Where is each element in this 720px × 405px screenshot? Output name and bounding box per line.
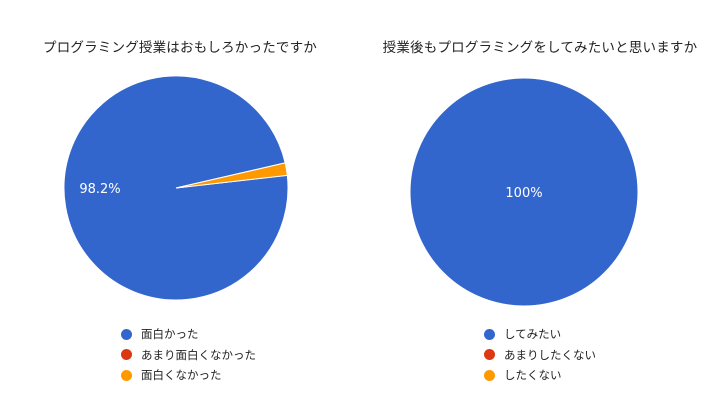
legend-label: 面白くなかった (141, 368, 222, 383)
chart-panel-left: プログラミング授業はおもしろかったですか 98.2% 面白かった あまり面白くな… (43, 40, 317, 386)
legend-marker (121, 328, 132, 340)
legend-label: あまり面白くなかった (141, 347, 256, 362)
legend-item: あまり面白くなかった (121, 345, 256, 366)
chart-title: プログラミング授業はおもしろかったですか (43, 40, 317, 56)
legend-marker (484, 369, 495, 381)
legend-item: 面白くなかった (121, 365, 256, 386)
legend-item: してみたい (484, 324, 596, 345)
legend-marker (121, 349, 132, 361)
pie-chart: 98.2% (63, 75, 289, 301)
pie-chart: 100% (409, 77, 639, 307)
chart-title: 授業後もプログラミングをしてみたいと思いますか (382, 40, 698, 56)
legend-item: 面白かった (121, 324, 256, 345)
chart-panel-right: 授業後もプログラミングをしてみたいと思いますか 100% してみたい あまりした… (360, 0, 720, 405)
legend: してみたい あまりしたくない したくない (484, 324, 596, 386)
legend-marker (121, 369, 132, 381)
legend-marker (484, 328, 495, 340)
legend-label: 面白かった (141, 327, 199, 342)
data-label: 98.2% (79, 182, 120, 197)
legend: 面白かった あまり面白くなかった 面白くなかった (121, 324, 256, 386)
pie-slice (175, 162, 288, 189)
legend-marker (484, 349, 495, 361)
data-label: 100% (505, 186, 542, 201)
legend-label: してみたい (504, 327, 562, 342)
pie-slice (409, 77, 639, 307)
legend-item: したくない (484, 365, 596, 386)
legend-item: あまりしたくない (484, 345, 596, 366)
legend-label: あまりしたくない (504, 347, 596, 362)
legend-label: したくない (504, 368, 562, 383)
